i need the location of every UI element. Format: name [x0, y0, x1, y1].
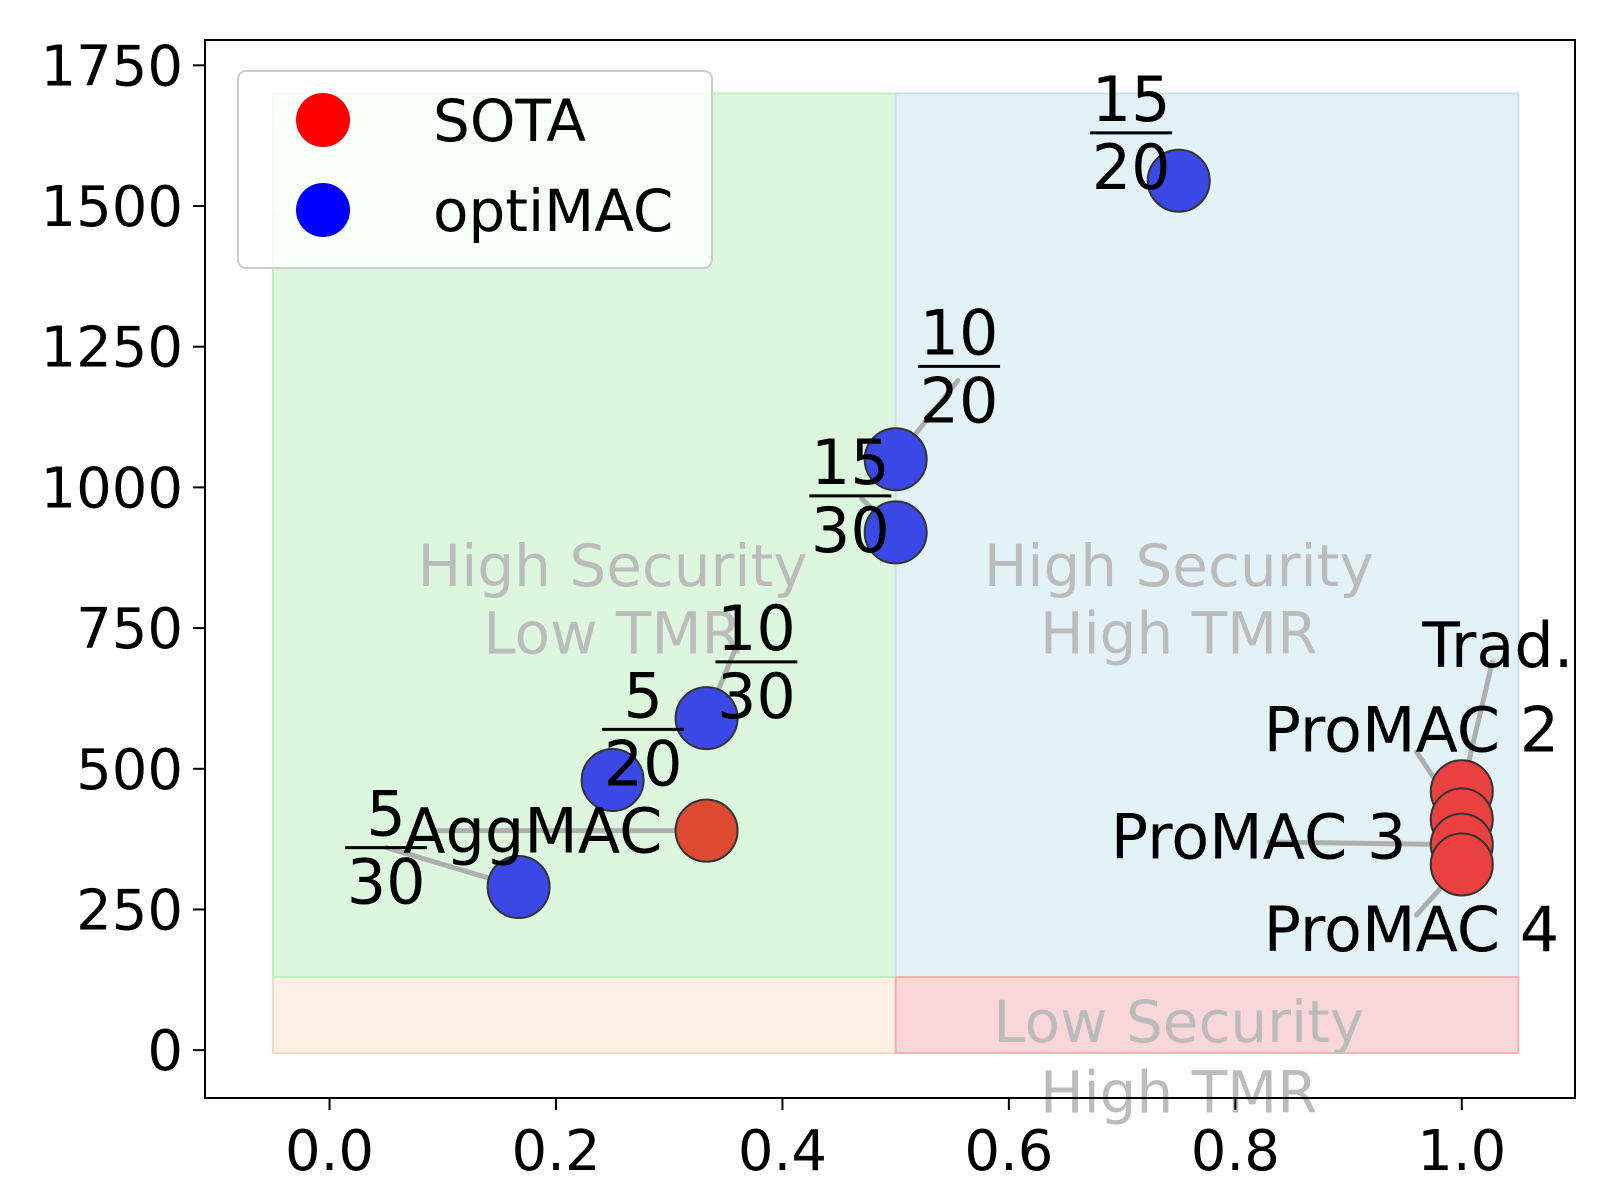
fraction-numerator-1: 5 [623, 659, 662, 732]
region-low-security-low-tmr [271, 976, 897, 1054]
fraction-denominator-1: 20 [604, 727, 683, 800]
point-optimac-0 [486, 854, 551, 919]
point-sota-4 [1429, 832, 1494, 897]
region-label-low-security-high-tmr-line-2: High TMR [1040, 1058, 1318, 1126]
point-optimac-3 [863, 500, 928, 565]
x-tick-label-2: 0.4 [738, 1119, 827, 1184]
point-optimac-2 [674, 686, 739, 751]
x-tick-label-3: 0.6 [964, 1119, 1053, 1184]
fraction-numerator-3: 15 [811, 426, 890, 499]
point-label-3: ProMAC 3 [1111, 800, 1407, 873]
point-label-0: AggMAC [403, 795, 662, 868]
y-tick-label-4: 1000 [40, 456, 183, 521]
fraction-numerator-4: 10 [920, 296, 999, 369]
y-tick-label-0: 0 [147, 1019, 183, 1084]
data-points [486, 148, 1494, 919]
region-low-security-high-tmr [894, 976, 1520, 1054]
y-axis: 0 250 500 750 1000 1250 1500 1750 [40, 34, 205, 1084]
fraction-numerator-2: 10 [717, 592, 796, 665]
point-label-4: ProMAC 4 [1264, 893, 1560, 966]
leader-line-0-3 [1266, 839, 1465, 848]
x-tick-label-0: 0.0 [285, 1119, 374, 1184]
fraction-denominator-5: 20 [1092, 131, 1171, 204]
region-label-high-security-low-tmr-line-2: Low TMR [483, 600, 741, 668]
fraction-numerator-0: 5 [366, 778, 405, 851]
x-tick-label-5: 1.0 [1417, 1119, 1506, 1184]
region-label-high-security-low-tmr-line-1: High Security [418, 532, 808, 600]
x-tick-label-4: 0.8 [1191, 1119, 1280, 1184]
y-tick-label-6: 1500 [40, 175, 183, 240]
legend: SOTA optiMAC [237, 70, 713, 269]
region-label-high-security-high-tmr-line-1: High Security [984, 532, 1374, 600]
x-tick-label-1: 0.2 [511, 1119, 600, 1184]
fraction-denominator-4: 20 [920, 364, 999, 437]
y-tick-label-2: 500 [76, 738, 183, 803]
plot-frame [204, 39, 1576, 1099]
legend-label-sota: SOTA [433, 87, 586, 155]
fraction-numerator-5: 15 [1092, 63, 1171, 136]
region-label-low-security-high-tmr-line-1: Low Security [993, 988, 1364, 1056]
y-tick-label-3: 750 [76, 597, 183, 662]
fraction-denominator-0: 30 [347, 846, 426, 919]
y-tick-label-7: 1750 [40, 34, 183, 99]
point-optimac-4 [863, 427, 928, 492]
point-label-2: ProMAC 2 [1264, 693, 1560, 766]
legend-marker-optimac [296, 183, 350, 237]
fraction-denominator-3: 30 [811, 494, 890, 567]
y-tick-label-1: 250 [76, 878, 183, 943]
point-label-1: Trad. [1421, 609, 1573, 682]
x-axis: 0.0 0.2 0.4 0.6 0.8 1.0 [285, 1098, 1506, 1184]
point-optimac-5 [1146, 148, 1211, 213]
point-optimac-1 [580, 748, 645, 813]
y-tick-label-5: 1250 [40, 316, 183, 381]
region-high-security-high-tmr [894, 92, 1520, 979]
fraction-denominator-2: 30 [717, 660, 796, 733]
point-sota-0 [674, 798, 739, 863]
legend-label-optimac: optiMAC [433, 177, 673, 245]
legend-marker-sota [296, 93, 350, 147]
region-label-high-security-high-tmr-line-2: High TMR [1040, 600, 1318, 668]
